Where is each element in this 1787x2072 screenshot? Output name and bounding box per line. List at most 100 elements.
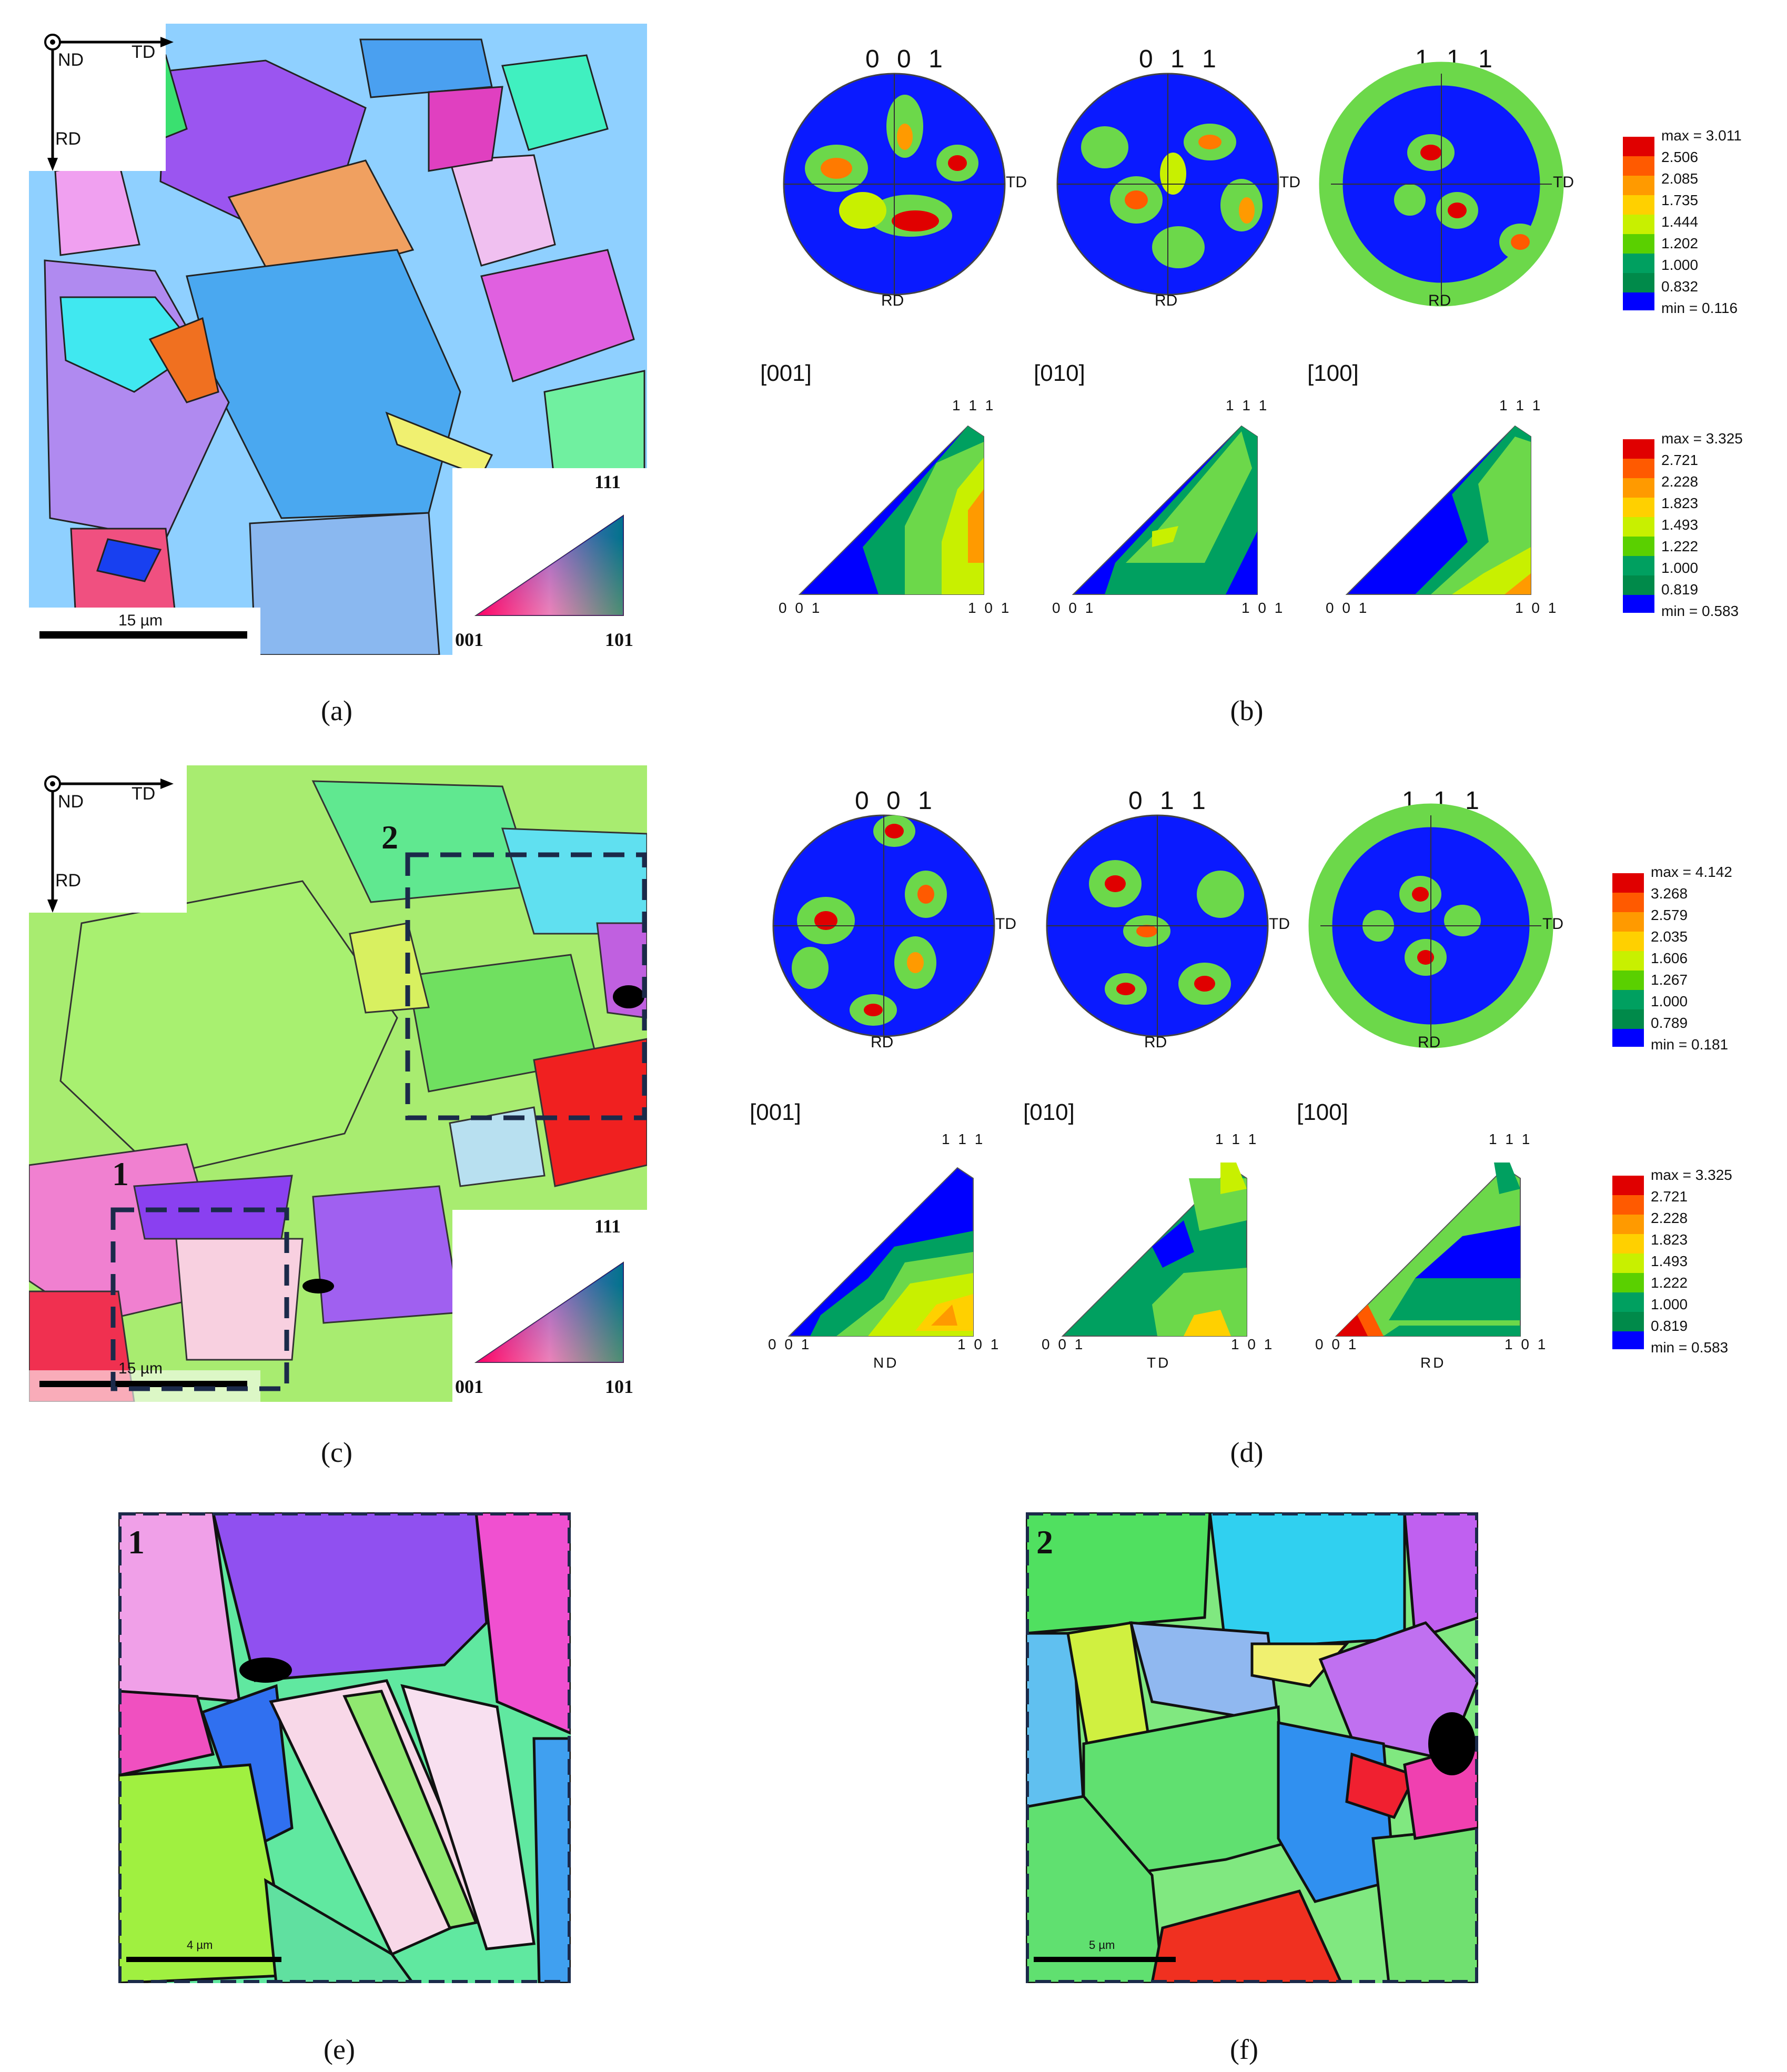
pole-111-rd: RD [1428, 292, 1451, 309]
ipf-d1-101: 1 0 1 [957, 1336, 1001, 1352]
ipf-d1-111: 1 1 1 [942, 1131, 985, 1147]
pole-111-td: TD [1553, 174, 1574, 191]
pole-figure-d-001 [772, 814, 995, 1037]
axis-nd-label-c: ND [58, 792, 84, 812]
pole-d-001-td: TD [995, 915, 1016, 933]
zoom-map-f: 2 5 µm [1024, 1511, 1480, 1985]
pf-legend-b-swatches [1623, 137, 1654, 310]
ipf-b2-111: 1 1 1 [1226, 397, 1269, 413]
ipf-legend-b-4: 1.493 [1661, 517, 1699, 533]
ipf-d2-001: 0 0 1 [1042, 1336, 1085, 1352]
pf-legend-d-3: 2.035 [1651, 928, 1688, 945]
pf-legend-d-2: 2.579 [1651, 907, 1688, 923]
ipf-legend-d-6: 1.000 [1651, 1296, 1688, 1312]
ipf-dir-d-001: [001] [750, 1099, 801, 1125]
ipf-legend-b-0: max = 3.325 [1661, 430, 1743, 447]
pole-title-d-011: 0 1 1 [1128, 787, 1211, 815]
ipf-legend-d-2: 2.228 [1651, 1210, 1688, 1226]
ipf-d2-111: 1 1 1 [1215, 1131, 1259, 1147]
ipf-d1-001: 0 0 1 [768, 1336, 812, 1352]
ipf-d3-001: 0 0 1 [1315, 1336, 1359, 1352]
axis-td-label: TD [132, 42, 156, 62]
pf-legend-b-3: 1.735 [1661, 192, 1699, 208]
ipf-dir-d-010: [010] [1023, 1099, 1075, 1125]
pf-legend-d-4: 1.606 [1651, 950, 1688, 966]
ipf-b3-001: 0 0 1 [1326, 600, 1369, 616]
pole-011-rd: RD [1155, 292, 1178, 309]
ipf-dir-b-010: [010] [1034, 360, 1085, 386]
ipf-b2-101: 1 0 1 [1241, 600, 1285, 616]
ipf-legend-d-7: 0.819 [1651, 1318, 1688, 1334]
zoom-f-label: 2 [1036, 1523, 1053, 1561]
pf-legend-b-1: 2.506 [1661, 149, 1699, 165]
ipf-legend-d-1: 2.721 [1651, 1188, 1688, 1205]
figure-b: 0 0 1 0 1 1 1 1 1 [747, 37, 1773, 642]
zoom-map-e-image [117, 1511, 572, 1985]
pole-title-001: 0 0 1 [865, 45, 948, 73]
ipf-d3-axis: RD [1420, 1355, 1446, 1371]
ipf-b3-101: 1 0 1 [1515, 600, 1559, 616]
region-2-label: 2 [381, 818, 398, 856]
ipf-legend-b-1: 2.721 [1661, 452, 1699, 468]
zoom-f-scale-label: 5 µm [1089, 1938, 1115, 1952]
pole-d-111-td: TD [1542, 915, 1563, 933]
pole-001-td: TD [1006, 174, 1027, 191]
pf-legend-b-7: 0.832 [1661, 278, 1699, 295]
key-101-label-c: 101 [605, 1376, 633, 1397]
pole-figures-b [783, 62, 1564, 307]
ipf-d3-111: 1 1 1 [1489, 1131, 1532, 1147]
ipf-d1-axis: ND [873, 1355, 899, 1371]
pole-figure-011 [1056, 73, 1279, 296]
ebsd-map-a-image [29, 24, 647, 656]
key-111-label: 111 [594, 471, 621, 492]
ipf-dir-d-100: [100] [1297, 1099, 1348, 1125]
pf-legend-b-6: 1.000 [1661, 257, 1699, 273]
ipf-triangle-d-010 [1061, 1163, 1247, 1337]
scale-bar-label: 15 µm [118, 612, 163, 629]
axis-td-label-c: TD [132, 784, 156, 804]
ipf-d2-axis: TD [1147, 1355, 1171, 1371]
ipf-d2-101: 1 0 1 [1231, 1336, 1275, 1352]
axis-rd-label: RD [55, 129, 82, 149]
ipf-b2-001: 0 0 1 [1052, 600, 1096, 616]
ipf-b1-001: 0 0 1 [779, 600, 822, 616]
pf-legend-d-1: 3.268 [1651, 885, 1688, 902]
key-001-label-c: 001 [455, 1376, 483, 1397]
ipf-legend-b-5: 1.222 [1661, 538, 1699, 554]
pf-legend-d-8: min = 0.181 [1651, 1036, 1729, 1053]
ipf-dir-b-100: [100] [1307, 360, 1359, 386]
pole-title-011: 0 1 1 [1139, 45, 1221, 73]
figure-d: 0 0 1 0 1 1 1 1 1 [736, 779, 1762, 1383]
caption-a: (a) [321, 695, 352, 726]
ipf-b1-111: 1 1 1 [952, 397, 996, 413]
ipf-triangles-d [788, 1163, 1521, 1337]
caption-f: (f) [1230, 2034, 1258, 2065]
pole-figures-d [772, 803, 1553, 1048]
pole-d-011-td: TD [1269, 915, 1290, 933]
pf-legend-b-4: 1.444 [1661, 214, 1699, 230]
ipf-triangle-d-100 [1335, 1163, 1521, 1337]
axis-nd-label: ND [58, 50, 84, 70]
ipf-legend-d-5: 1.222 [1651, 1275, 1688, 1291]
zoom-e-label: 1 [128, 1523, 145, 1561]
zoom-map-f-image [1024, 1511, 1480, 1985]
ipf-legend-b-8: min = 0.583 [1661, 603, 1739, 619]
pole-001-rd: RD [881, 292, 904, 309]
pole-figure-d-111 [1308, 803, 1553, 1048]
pole-title-d-001: 0 0 1 [855, 787, 937, 815]
caption-c: (c) [321, 1437, 352, 1468]
pole-d-001-rd: RD [871, 1034, 894, 1051]
pole-figure-d-011 [1046, 814, 1269, 1037]
ipf-triangles-b [798, 425, 1531, 595]
ipf-d3-101: 1 0 1 [1505, 1336, 1548, 1352]
ebsd-map-c-image [28, 765, 648, 1403]
ipf-legend-b-3: 1.823 [1661, 495, 1699, 511]
ipf-triangle-b-010 [1072, 425, 1258, 595]
pole-011-td: TD [1279, 174, 1300, 191]
ipf-legend-d-swatches [1612, 1176, 1644, 1349]
axis-rd-label-c: RD [55, 871, 82, 891]
ipf-legend-d-8: min = 0.583 [1651, 1339, 1729, 1356]
pf-legend-d-swatches [1612, 873, 1644, 1047]
ipf-triangle-b-001 [798, 425, 984, 595]
caption-b: (b) [1230, 695, 1264, 726]
